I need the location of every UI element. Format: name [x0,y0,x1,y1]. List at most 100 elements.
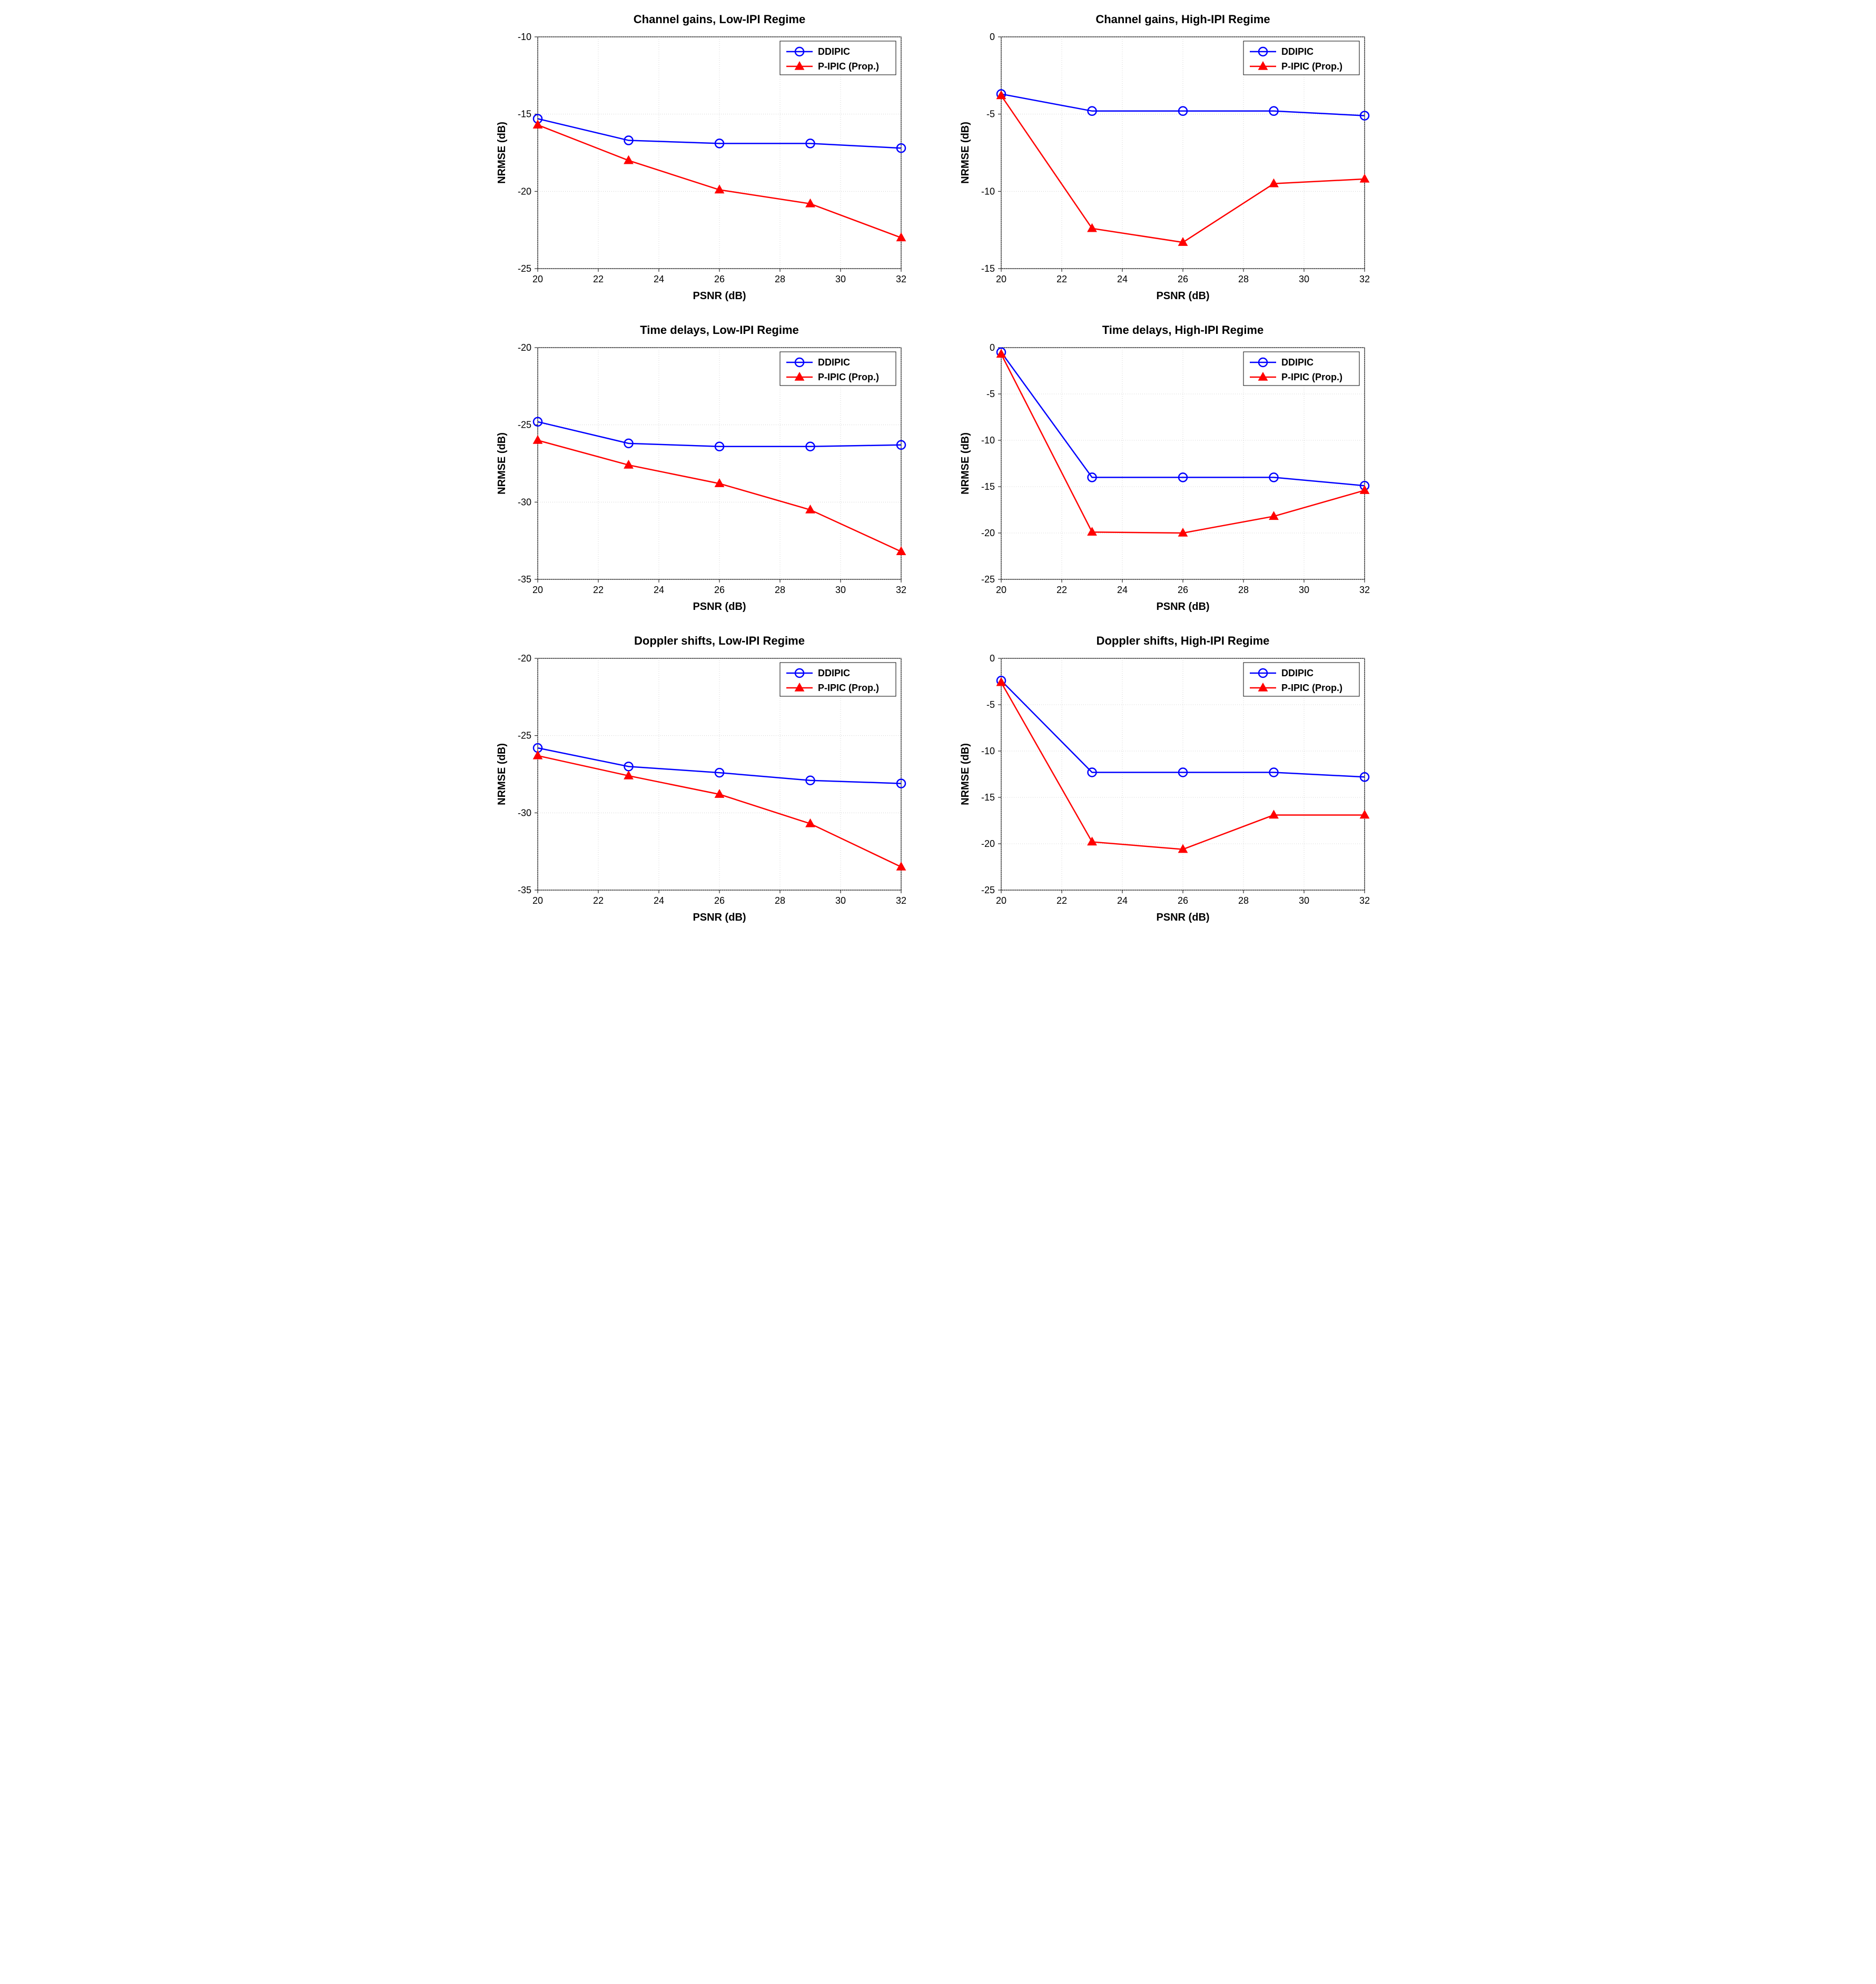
y-tick-label: -5 [986,699,995,710]
y-tick-label: -10 [981,435,995,446]
x-tick-label: 26 [1178,895,1188,906]
x-tick-label: 32 [896,585,906,595]
legend: DDIPIC P-IPIC (Prop.) [1243,663,1359,696]
legend: DDIPICP-IPIC (Prop.) [780,41,896,75]
y-axis-label: NRMSE (dB) [496,122,508,184]
y-tick-label: -5 [986,389,995,399]
legend-label: P-IPIC (Prop.) [1281,372,1342,382]
y-tick-label: 0 [990,32,995,42]
chart-title: Doppler shifts, Low-IPI Regime [634,634,805,647]
x-tick-label: 32 [1359,585,1370,595]
x-tick-label: 24 [1117,585,1128,595]
y-tick-label: -15 [981,263,995,274]
y-tick-label: -10 [518,32,531,42]
y-tick-label: -20 [981,838,995,849]
legend: DDIPIC P-IPIC (Prop.) [1243,352,1359,386]
x-tick-label: 32 [896,274,906,284]
x-tick-label: 24 [654,585,664,595]
y-tick-label: -20 [981,528,995,538]
legend-label: DDIPIC [1281,668,1314,678]
x-tick-label: 22 [1057,585,1067,595]
legend-label: P-IPIC (Prop.) [818,61,879,72]
x-tick-label: 20 [532,585,543,595]
x-tick-label: 20 [996,274,1006,284]
chart-title: Time delays, High-IPI Regime [1102,323,1263,337]
chart-title: Doppler shifts, High-IPI Regime [1097,634,1270,647]
x-tick-label: 32 [1359,895,1370,906]
x-tick-label: 32 [1359,274,1370,284]
x-tick-label: 26 [1178,274,1188,284]
panel-p22: 20222426283032-25-20-15-10-50PSNR (dB)NR… [954,321,1386,616]
x-tick-label: 28 [1238,895,1249,906]
x-tick-label: 26 [714,585,725,595]
panel-p21: 20222426283032-35-30-25-20PSNR (dB)NRMSE… [490,321,922,616]
panel-p11: 20222426283032-25-20-15-10PSNR (dB)NRMSE… [490,11,922,305]
y-tick-label: -25 [518,420,531,430]
x-tick-label: 30 [835,274,846,284]
legend: DDIPIC P-IPIC (Prop.) [1243,41,1359,75]
y-tick-label: -20 [518,653,531,664]
x-tick-label: 26 [1178,585,1188,595]
x-tick-label: 26 [714,895,725,906]
chart-panel: 20222426283032-15-10-50PSNR (dB)NRMSE (d… [954,11,1375,305]
x-tick-label: 30 [1299,585,1309,595]
x-tick-label: 24 [1117,895,1128,906]
legend-label: P-IPIC (Prop.) [1281,683,1342,693]
x-tick-label: 28 [775,895,785,906]
x-tick-label: 26 [714,274,725,284]
chart-panel: 20222426283032-25-20-15-10-50PSNR (dB)NR… [954,632,1375,927]
y-tick-label: -35 [518,885,531,895]
x-tick-label: 30 [835,585,846,595]
legend-label: P-IPIC (Prop.) [1281,61,1342,72]
y-tick-label: -30 [518,497,531,507]
legend-label: P-IPIC (Prop.) [818,372,879,382]
legend-label: DDIPIC [818,357,850,368]
x-tick-label: 24 [654,895,664,906]
legend-label: DDIPIC [1281,46,1314,57]
x-tick-label: 22 [593,585,604,595]
y-tick-label: -15 [518,109,531,120]
chart-title: Time delays, Low-IPI Regime [640,323,799,337]
chart-title: Channel gains, Low-IPI Regime [634,13,805,26]
y-axis-label: NRMSE (dB) [960,743,971,805]
x-axis-label: PSNR (dB) [1156,912,1209,923]
legend-label: P-IPIC (Prop.) [818,683,879,693]
x-tick-label: 24 [1117,274,1128,284]
x-tick-label: 22 [1057,895,1067,906]
y-tick-label: -15 [981,792,995,803]
y-tick-label: -25 [518,263,531,274]
x-tick-label: 28 [1238,585,1249,595]
panel-p31: 20222426283032-35-30-25-20PSNR (dB)NRMSE… [490,632,922,927]
x-tick-label: 22 [593,895,604,906]
x-tick-label: 32 [896,895,906,906]
x-axis-label: PSNR (dB) [693,601,746,613]
legend-label: DDIPIC [1281,357,1314,368]
chart-title: Channel gains, High-IPI Regime [1095,13,1270,26]
y-tick-label: -10 [981,186,995,196]
y-tick-label: 0 [990,653,995,664]
y-axis-label: NRMSE (dB) [496,743,508,805]
chart-panel: 20222426283032-35-30-25-20PSNR (dB)NRMSE… [490,632,912,927]
x-tick-label: 28 [775,274,785,284]
x-axis-label: PSNR (dB) [1156,290,1209,302]
y-tick-label: -25 [981,885,995,895]
x-axis-label: PSNR (dB) [693,912,746,923]
x-tick-label: 20 [996,895,1006,906]
x-tick-label: 20 [532,895,543,906]
x-tick-label: 20 [996,585,1006,595]
y-tick-label: -25 [981,574,995,585]
chart-grid: 20 22 24 26 28 30 32 -25 -20 -15 -10 PSNR (dB) NRMSE… [490,11,1386,927]
chart-panel: 20222426283032-25-20-15-10PSNR (dB)NRMSE… [490,11,912,305]
y-axis-label: NRMSE (dB) [960,122,971,184]
panel-p12: 20222426283032-15-10-50PSNR (dB)NRMSE (d… [954,11,1386,305]
y-tick-label: -35 [518,574,531,585]
x-tick-label: 30 [1299,274,1309,284]
y-tick-label: -5 [986,109,995,120]
chart-panel: 20222426283032-35-30-25-20PSNR (dB)NRMSE… [490,321,912,616]
legend: DDIPIC P-IPIC (Prop.) [780,352,896,386]
x-tick-label: 28 [1238,274,1249,284]
x-tick-label: 30 [1299,895,1309,906]
y-axis-label: NRMSE (dB) [496,432,508,495]
x-axis-label: PSNR (dB) [693,290,746,302]
x-tick-label: 30 [835,895,846,906]
